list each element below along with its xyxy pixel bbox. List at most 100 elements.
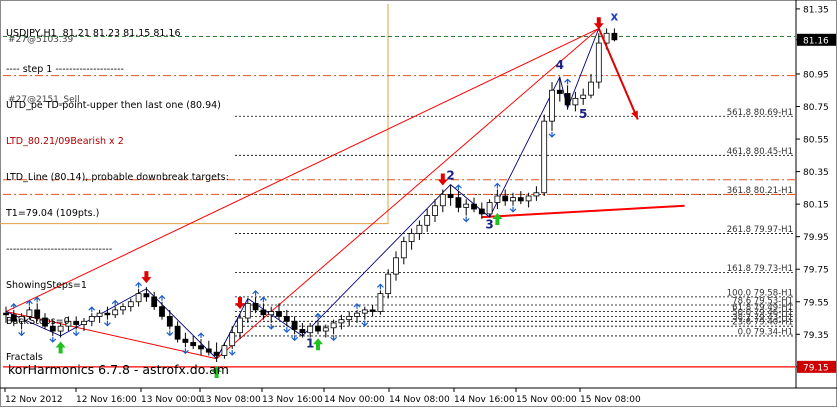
info-line: ShowingSteps=1 [6,280,87,291]
candle-bull [408,233,415,242]
symbol-header: USDJPY,H1 81.21 81.23 81.15 81.16 [6,28,181,39]
candle-bear [517,197,524,202]
fib-level-label: 561.8 80.69-H1 [727,108,793,118]
candle-bull [18,316,25,322]
candle-bull [135,293,142,303]
candle-bull [393,257,399,275]
candle-bear [174,325,181,340]
candle-bear [34,309,41,319]
time-window-box [0,4,389,225]
candle-bull [432,205,438,216]
trade-label-text: #27@5103.39 [8,35,73,45]
y-tick-label: 80.95 [803,70,829,80]
x-tick-label: 15 Nov 08:00 [580,395,641,405]
candle-bull [354,312,360,317]
x-tick-label: 13 Nov 16:00 [262,395,323,405]
candle-bear [252,302,259,311]
candle-bull [463,203,470,208]
candle-bull [580,94,587,99]
y-tick-label: 79.55 [803,298,829,308]
candle-bear [151,296,158,308]
candle-bear [478,208,485,215]
x-tick-label: 15 Nov 00:00 [516,395,577,405]
candle-bull [26,309,33,317]
fractal-up-icon [314,312,322,319]
fib-level-label: 461.8 80.45-H1 [727,147,793,157]
x-tick-label: 14 Nov 00:00 [324,395,385,405]
fib-level-label: 78.6 79.53-H1 [732,297,793,307]
info-line: T1=79.04 (109pts.) [6,208,100,219]
candle-bull [96,312,103,317]
candle-bear [205,348,212,353]
fib-level-label: 61.8 79.49-H1 [732,303,793,313]
candle-bull [424,215,431,226]
candle-bull [57,325,64,332]
info-line: ---- step 1 -------------------- [6,64,124,75]
fib-level-label: 361.8 80.21-H1 [727,186,793,196]
candle-bear [159,306,165,317]
red-trend-line [5,27,600,312]
wave-label: 2 [446,169,454,183]
candle-bear [564,93,571,106]
fractal-down-icon [103,320,111,327]
candle-bear [213,351,220,356]
fractal-down-icon [18,330,26,337]
candle-bull [268,311,275,316]
candle-bear [182,338,189,343]
fractal-down-icon [462,216,470,223]
current-price-label: 81.16 [803,36,829,46]
info-line: BackSteps=0 [6,316,70,327]
x-tick-label: 14 Nov 08:00 [389,395,450,405]
fractal-up-icon [259,296,267,303]
candle-bear [42,317,48,327]
candle-bull [120,306,126,311]
x-tick-label: 14 Nov 16:00 [454,395,515,405]
candle-bear [190,342,197,347]
fractal-down-icon [267,323,275,330]
fractal-down-icon [330,335,338,342]
info-line: UTD_pe TD-point-upper then last one (80.… [6,100,221,111]
sell-arrow-icon [141,271,152,284]
candle-bull [439,193,446,207]
candle-bear [502,195,509,202]
fib-level-label: 50.0 79.46-H1 [732,308,793,318]
candle-bull [416,224,423,234]
candle-bear [299,329,306,334]
candle-bull [338,319,345,324]
wave-label: 5 [579,107,587,121]
candle-bull [510,197,516,202]
info-panel: USDJPY,H1 81.21 81.23 81.15 81.16 ---- s… [6,4,229,376]
red-trend-line [5,311,217,360]
sell-arrow-icon [235,297,245,310]
y-tick-label: 79.35 [803,331,829,341]
candle-bull [237,317,243,334]
buy-arrow-icon [313,338,323,351]
candle-bull [603,32,610,44]
y-tick-label: 80.15 [803,201,829,211]
fractal-down-icon [49,336,57,343]
candle-bull [361,309,368,314]
fractal-down-icon [72,330,80,337]
level-price-badge [797,360,836,373]
forecast-arrow-shaft [597,28,639,120]
fractal-down-icon [291,335,299,342]
candle-bull [385,273,392,295]
candle-bull [377,293,384,312]
candle-bear [315,325,321,332]
candle-bull [572,97,579,106]
x-tick-label: 12 Nov 16:00 [76,395,137,405]
fractal-up-icon [564,78,572,85]
fractal-up-icon [158,294,166,301]
candle-bear [291,320,298,330]
wave-label: 3 [485,218,493,232]
fractal-down-icon [181,348,189,355]
candle-bear [455,197,462,208]
candle-bear [143,293,150,298]
watermark-text: korHarmonics 6.7.8 - astrofx.do.am [8,362,229,377]
candle-bull [322,327,329,332]
wave-label: 4 [556,58,564,72]
wave-label: 1 [306,336,314,350]
